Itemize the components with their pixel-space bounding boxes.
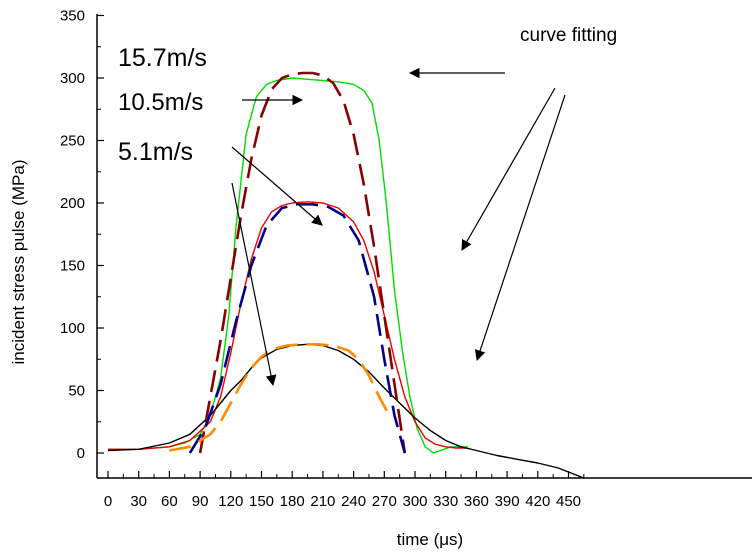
x-tick-label: 210 bbox=[310, 493, 335, 510]
arrow-5-1-upper bbox=[231, 146, 323, 226]
x-tick-label: 270 bbox=[372, 493, 397, 510]
x-tick-label: 60 bbox=[161, 493, 178, 510]
annotations: 15.7m/s 10.5m/s 5.1m/s curve fitting bbox=[118, 25, 617, 166]
x-tick-label: 450 bbox=[556, 493, 581, 510]
fit-curve-15-7 bbox=[198, 71, 407, 454]
fit-curve-5-1 bbox=[169, 342, 391, 452]
x-tick-label: 420 bbox=[525, 493, 550, 510]
x-tick-label: 150 bbox=[249, 493, 274, 510]
y-tick-label: 100 bbox=[60, 320, 85, 337]
x-tick-label: 90 bbox=[192, 493, 209, 510]
x-tick-label: 360 bbox=[464, 493, 489, 510]
y-tick-label: 200 bbox=[60, 195, 85, 212]
arrow-fit-1 bbox=[461, 87, 556, 251]
y-tick-label: 350 bbox=[60, 8, 85, 25]
series-line-10-5 bbox=[108, 201, 467, 450]
y-tick-label: 50 bbox=[68, 383, 85, 400]
annotation-arrows bbox=[231, 67, 566, 387]
label-5-1-ms: 5.1m/s bbox=[118, 138, 193, 166]
x-tick-label: 330 bbox=[433, 493, 458, 510]
label-curve-fitting: curve fitting bbox=[520, 25, 617, 46]
y-tick-label: 250 bbox=[60, 133, 85, 150]
x-tick-label: 390 bbox=[495, 493, 520, 510]
axes: 0 50 100 150 200 250 300 350 0 30 60 90 120 150 180 210… bbox=[60, 8, 752, 510]
arrow-fit-2 bbox=[474, 94, 566, 362]
label-10-5-ms: 10.5m/s bbox=[118, 89, 203, 116]
y-tick-label: 0 bbox=[77, 445, 85, 462]
x-tick-label: 0 bbox=[104, 493, 112, 510]
series-line-5-1 bbox=[107, 343, 585, 479]
x-tick-label: 240 bbox=[341, 493, 366, 510]
x-tick-label: 30 bbox=[130, 493, 147, 510]
x-tick-label: 180 bbox=[280, 493, 305, 510]
series-line-15-7 bbox=[108, 77, 469, 454]
fit-curve-10-5 bbox=[188, 203, 407, 454]
x-tick-label: 300 bbox=[402, 493, 427, 510]
label-15-7-ms: 15.7m/s bbox=[118, 44, 207, 72]
y-tick-label: 150 bbox=[60, 258, 85, 275]
arrow-5-1-lower bbox=[231, 182, 277, 387]
y-axis-title: incident stress pulse (MPa) bbox=[9, 159, 28, 364]
y-tick-label: 300 bbox=[60, 70, 85, 87]
x-tick-label: 120 bbox=[218, 493, 243, 510]
plot-marks bbox=[107, 71, 585, 479]
x-axis-title: time (μs) bbox=[397, 530, 463, 549]
